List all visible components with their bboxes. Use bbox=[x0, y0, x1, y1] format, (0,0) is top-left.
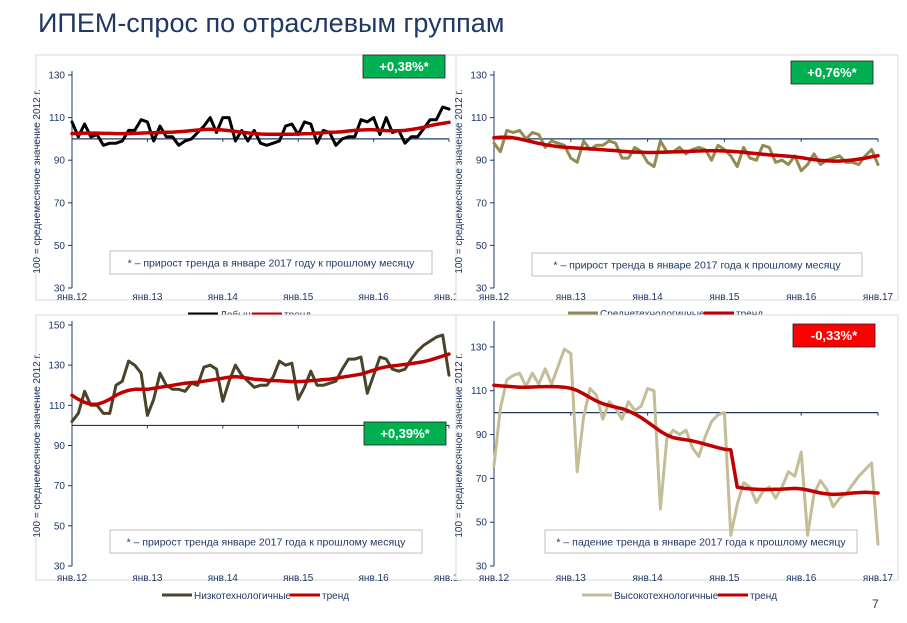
y-tick-label: 110 bbox=[471, 386, 487, 397]
page-title: ИПЕМ-спрос по отраслевым группам bbox=[38, 8, 505, 38]
series-line-1 bbox=[70, 352, 451, 407]
y-axis-label: 100 = среднемесячное значение 2012 г. bbox=[454, 353, 465, 537]
x-tick-label: янв.14 bbox=[208, 292, 239, 303]
note-text: * – прирост тренда январе 2017 года к пр… bbox=[127, 537, 407, 549]
trend-badge-text: +0,76%* bbox=[807, 65, 857, 80]
y-tick-label: 90 bbox=[54, 441, 66, 452]
x-tick-label: янв.12 bbox=[479, 573, 510, 584]
trend-badge-text: +0,38%* bbox=[379, 59, 429, 74]
y-tick-label: 130 bbox=[48, 71, 65, 82]
x-tick-label: янв.15 bbox=[709, 573, 740, 584]
x-tick-label: янв.12 bbox=[479, 292, 510, 303]
note-box bbox=[544, 529, 858, 554]
series-line-0 bbox=[492, 347, 880, 546]
x-tick-label: янв.13 bbox=[132, 573, 163, 584]
x-tick-label: янв.17 bbox=[434, 292, 465, 303]
legend-label-1: тренд bbox=[750, 591, 777, 602]
y-tick-label: 130 bbox=[48, 361, 65, 372]
trend-badge bbox=[362, 54, 446, 79]
x-tick-label: янв.12 bbox=[57, 292, 88, 303]
y-tick-label: 30 bbox=[54, 284, 66, 295]
y-tick-label: 130 bbox=[470, 342, 487, 353]
x-tick-label: янв.14 bbox=[208, 573, 239, 584]
trend-badge bbox=[363, 421, 447, 446]
y-tick-label: 70 bbox=[476, 474, 488, 485]
x-tick-label: янв.12 bbox=[57, 573, 88, 584]
series-line-0 bbox=[492, 128, 880, 173]
y-axis-label: 100 = среднемесячное значение 2012 г. bbox=[32, 353, 43, 537]
y-tick-label: 110 bbox=[49, 113, 65, 124]
x-tick-label: янв.17 bbox=[863, 292, 894, 303]
series-line-1 bbox=[70, 120, 451, 136]
y-tick-label: 90 bbox=[476, 430, 488, 441]
series-line-1 bbox=[492, 135, 880, 163]
note-box bbox=[531, 252, 863, 277]
y-axis-label: 100 = среднемесячное значение 2012 г. bbox=[454, 89, 465, 273]
y-tick-label: 70 bbox=[476, 198, 488, 209]
y-tick-label: 90 bbox=[476, 156, 488, 167]
y-tick-label: 50 bbox=[476, 518, 488, 529]
x-tick-label: янв.17 bbox=[434, 573, 465, 584]
note-box bbox=[109, 529, 423, 554]
x-tick-label: янв.15 bbox=[283, 573, 314, 584]
y-tick-label: 70 bbox=[54, 481, 66, 492]
trend-badge-text: +0,39%* bbox=[380, 426, 430, 441]
y-tick-label: 90 bbox=[54, 156, 66, 167]
y-tick-label: 110 bbox=[471, 113, 487, 124]
x-tick-label: янв.15 bbox=[709, 292, 740, 303]
x-tick-label: янв.16 bbox=[786, 292, 817, 303]
x-tick-label: янв.14 bbox=[633, 573, 664, 584]
trend-badge bbox=[790, 60, 874, 85]
y-tick-label: 150 bbox=[48, 321, 65, 332]
series-line-0 bbox=[70, 333, 451, 423]
y-tick-label: 110 bbox=[49, 401, 65, 412]
page-number: 7 bbox=[872, 597, 879, 611]
y-tick-label: 130 bbox=[470, 71, 487, 82]
series-line-0 bbox=[70, 105, 451, 147]
y-axis-label: 100 = среднемесячное значение 2012 г. bbox=[32, 89, 43, 273]
x-tick-label: янв.16 bbox=[359, 292, 390, 303]
x-tick-label: янв.17 bbox=[863, 573, 894, 584]
legend-label-1: тренд bbox=[322, 591, 349, 602]
series-line-1 bbox=[492, 383, 880, 497]
note-text: * – прирост тренда в январе 2017 году к … bbox=[128, 258, 416, 270]
y-tick-label: 50 bbox=[476, 241, 488, 252]
y-tick-label: 30 bbox=[476, 284, 488, 295]
x-tick-label: янв.13 bbox=[132, 292, 163, 303]
legend-label-0: Высокотехнологичные bbox=[614, 591, 719, 602]
trend-badge bbox=[792, 323, 876, 348]
x-tick-label: янв.13 bbox=[556, 292, 587, 303]
x-tick-label: янв.16 bbox=[359, 573, 390, 584]
trend-badge-text: -0,33%* bbox=[811, 328, 858, 343]
note-text: * – прирост тренда в январе 2017 года к … bbox=[553, 260, 841, 272]
y-tick-label: 50 bbox=[54, 521, 66, 532]
legend-label-0: Низкотехнологичные bbox=[194, 591, 292, 602]
note-box bbox=[109, 250, 433, 275]
x-tick-label: янв.13 bbox=[556, 573, 587, 584]
x-tick-label: янв.16 bbox=[786, 573, 817, 584]
x-tick-label: янв.14 bbox=[633, 292, 664, 303]
y-tick-label: 70 bbox=[54, 198, 66, 209]
y-tick-label: 30 bbox=[54, 562, 66, 573]
y-tick-label: 50 bbox=[54, 241, 66, 252]
y-tick-label: 30 bbox=[476, 562, 488, 573]
note-text: * – падение тренда в январе 2017 года к … bbox=[556, 537, 846, 549]
x-tick-label: янв.15 bbox=[283, 292, 314, 303]
